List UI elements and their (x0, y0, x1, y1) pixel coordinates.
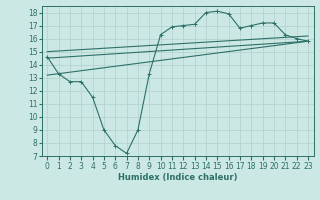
X-axis label: Humidex (Indice chaleur): Humidex (Indice chaleur) (118, 173, 237, 182)
